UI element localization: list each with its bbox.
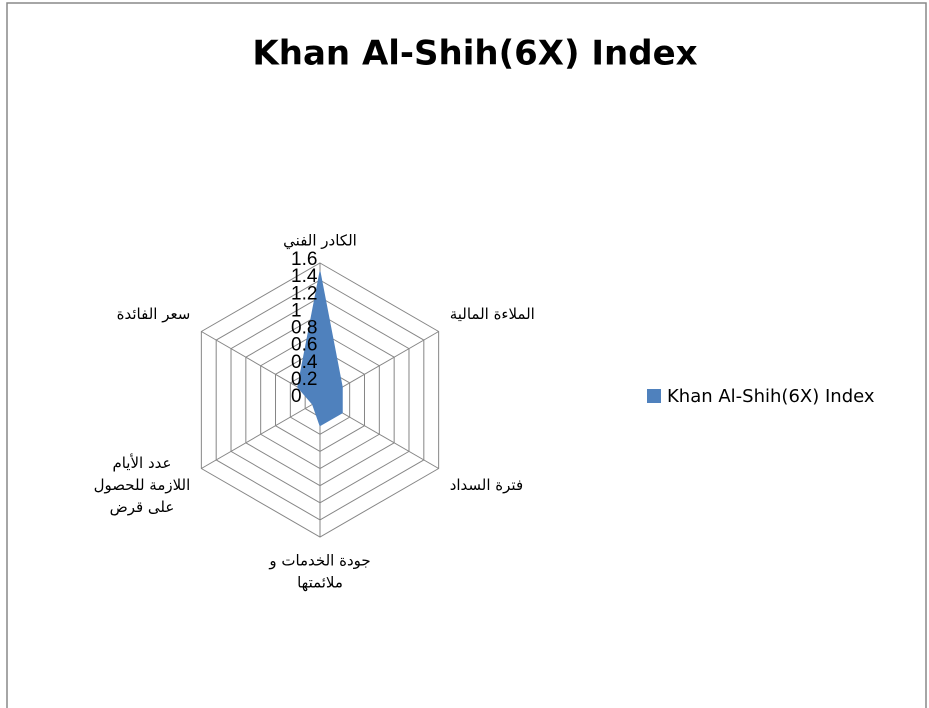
- tick-label: 1.4: [291, 266, 318, 287]
- tick-label: 0: [291, 386, 302, 407]
- category-label: الملاءة المالية: [450, 305, 535, 323]
- radar-area: [297, 271, 343, 427]
- tick-label: 1: [291, 300, 302, 321]
- category-label: عدد الأيام: [112, 453, 171, 472]
- spoke: [201, 399, 321, 469]
- tick-label: 1.2: [291, 283, 317, 304]
- tick-label: 1.6: [291, 249, 317, 270]
- category-label: جودة الخدمات و: [268, 552, 370, 570]
- category-label: ملائمتها: [297, 574, 343, 592]
- tick-label: 0.8: [291, 318, 317, 339]
- category-label: على قرض: [110, 498, 175, 516]
- legend-swatch: [647, 389, 661, 403]
- tick-label: 0.4: [291, 352, 318, 373]
- chart-title: Khan Al-Shih(6X) Index: [252, 34, 697, 74]
- tick-label: 0.2: [291, 369, 317, 390]
- category-label: الكادر الفني: [283, 232, 357, 251]
- tick-label: 0.6: [291, 335, 317, 356]
- legend-label: Khan Al-Shih(6X) Index: [667, 386, 875, 407]
- category-label: اللازمة للحصول: [94, 476, 191, 494]
- category-label: فترة السداد: [450, 476, 523, 494]
- category-label: سعر الفائدة: [117, 305, 191, 323]
- chart-frame: [6, 2, 927, 708]
